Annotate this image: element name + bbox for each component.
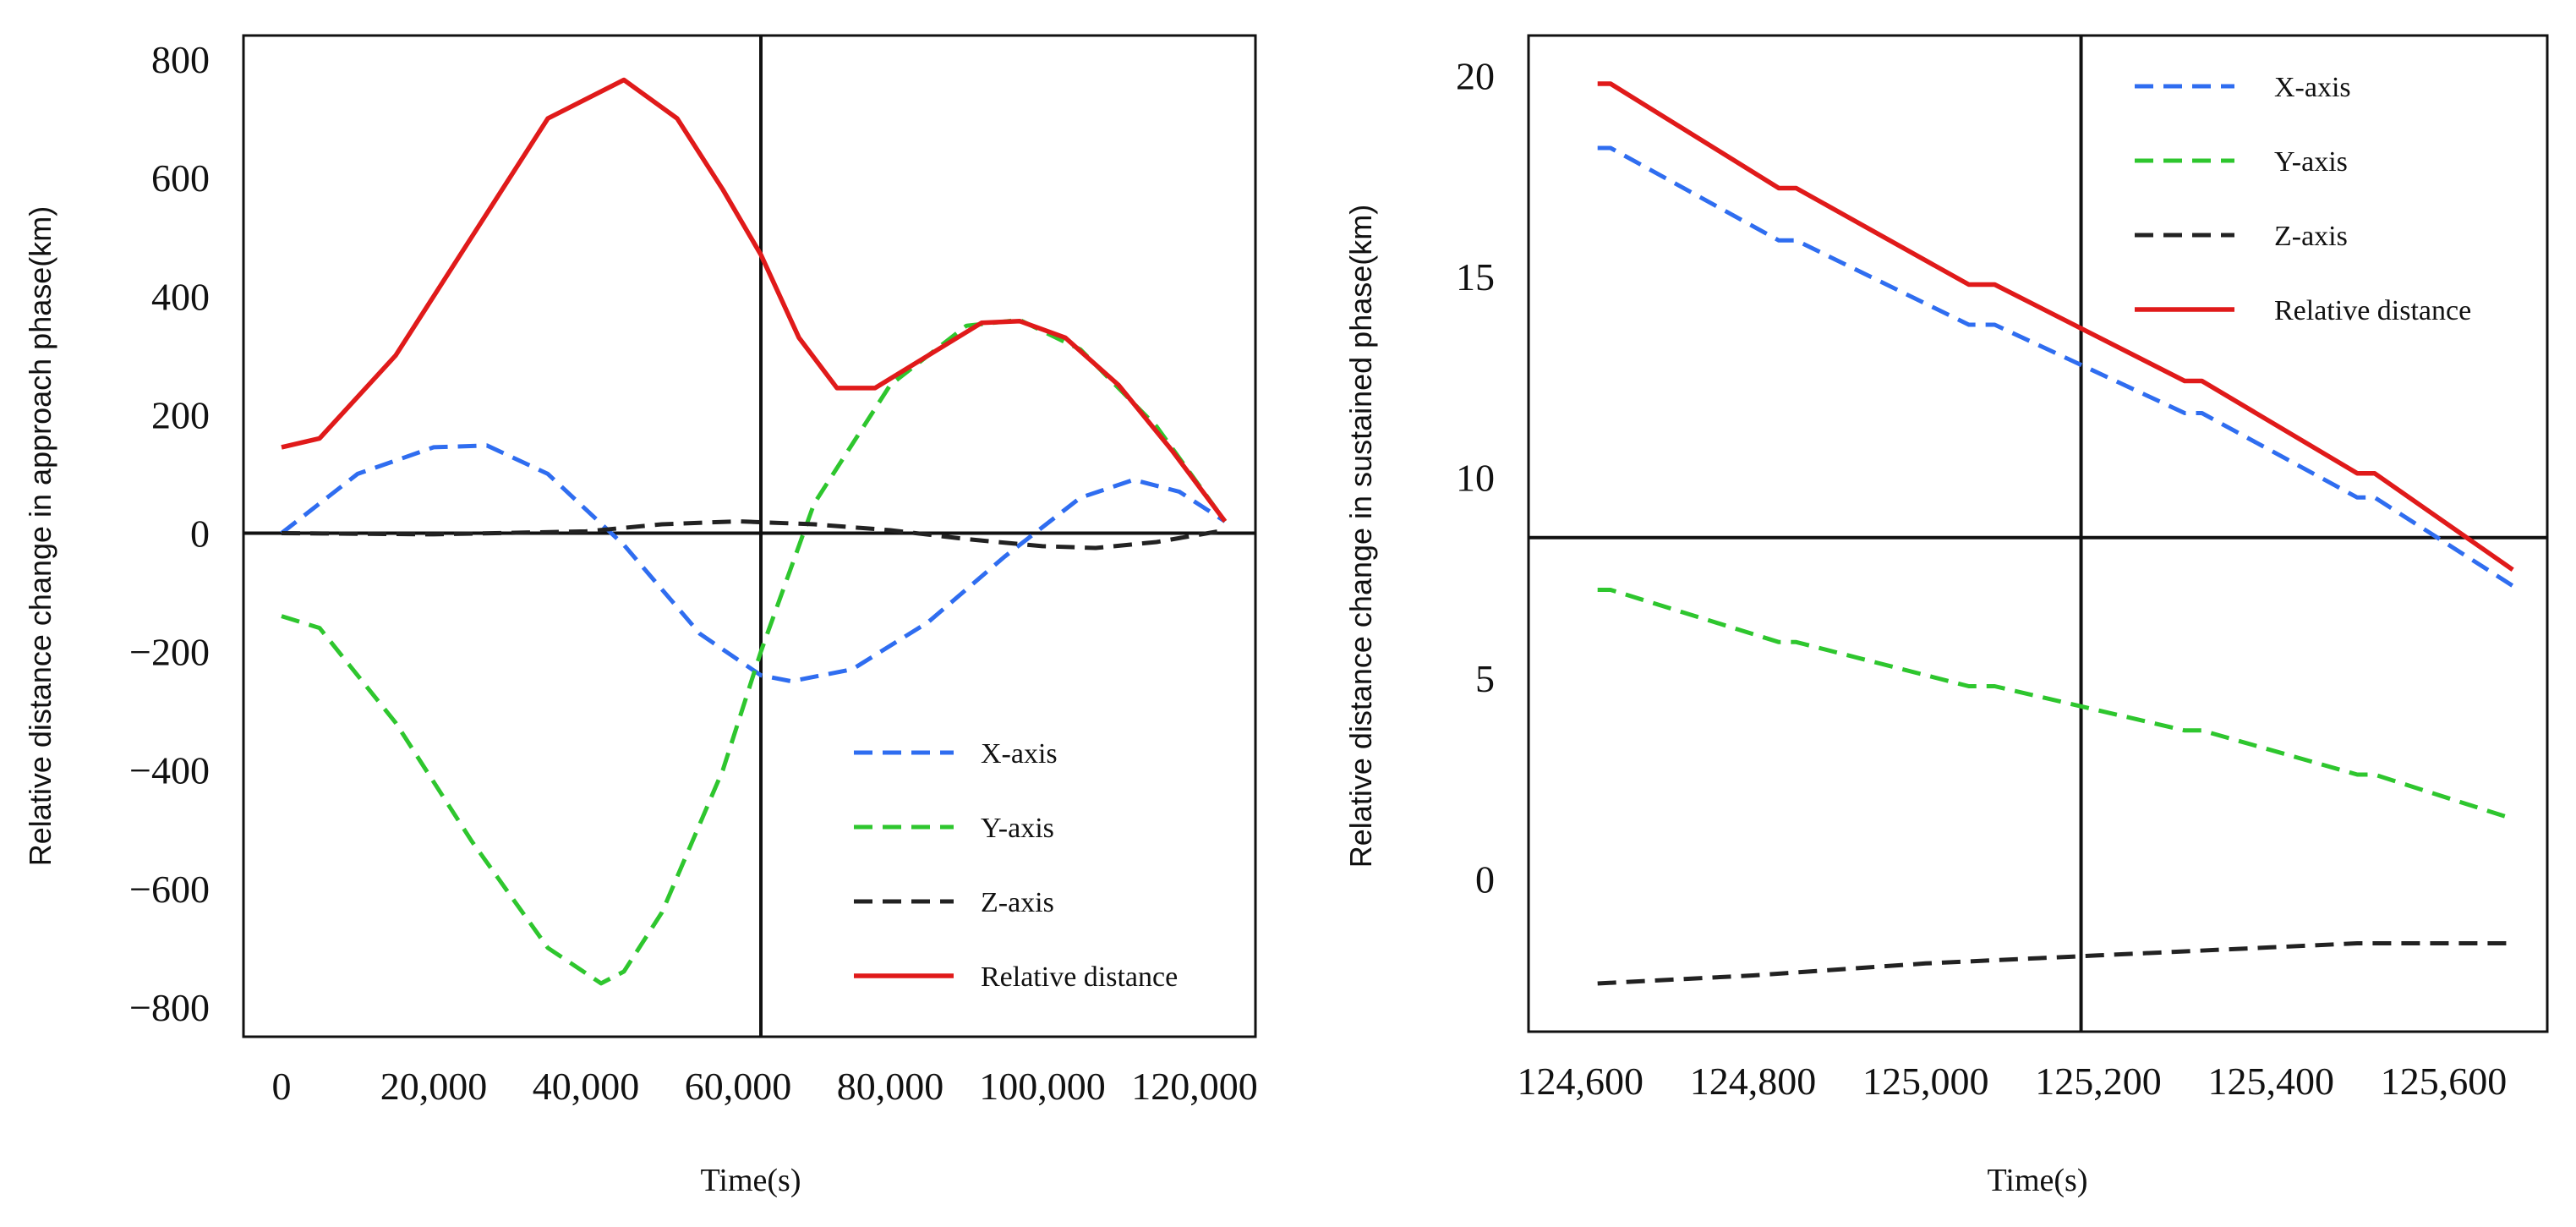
approach-y-tick-label: 200 [151,393,210,436]
approach-legend-label-y-axis: Y-axis [981,813,1054,844]
approach-series [280,77,1228,986]
sustained-x-tick-label: 124,600 [1518,1060,1644,1103]
sustained-series-y-axis [1597,588,2513,821]
sustained-legend-label-relative-distance: Relative distance [2274,295,2471,326]
approach-y-axis-title: Relative distance change in approach pha… [23,206,57,866]
approach-x-tick-label: 100,000 [979,1065,1106,1108]
approach-legend-label-z-axis: Z-axis [981,887,1054,918]
sustained-series-z-axis [1597,941,2513,986]
sustained-phase-chart: 124,600 124,800 125,000 125,200 125,400 125,6… [1343,34,2549,1198]
approach-legend-label-x-axis: X-axis [981,738,1058,770]
sustained-y-axis-title: Relative distance change in sustained ph… [1343,205,1378,868]
sustained-legend-label-y-axis: Y-axis [2274,146,2348,178]
sustained-legend-label-x-axis: X-axis [2274,72,2351,103]
approach-y-tick-label: −800 [129,986,210,1029]
approach-x-tick-label: 20,000 [380,1065,488,1108]
approach-y-tick-label: −600 [129,868,210,911]
approach-x-tick-label: 80,000 [837,1065,944,1108]
sustained-ticks: 124,600 124,800 125,000 125,200 125,400 125,6… [1456,55,2507,1104]
sustained-x-tick-label: 125,200 [2035,1060,2162,1103]
approach-series-y-axis [281,317,1228,986]
approach-y-tick-label: 600 [151,156,210,200]
approach-plot-frame [242,34,1257,1038]
sustained-legend: X-axis Y-axis Z-axis Relative distance [2135,72,2471,326]
sustained-y-tick-label: 20 [1456,55,1495,98]
sustained-series-x-axis [1597,145,2514,588]
approach-legend-label-relative-distance: Relative distance [981,961,1178,993]
approach-ticks: 0 20,000 40,000 60,000 80,000 100,000 120,000 −… [129,38,1258,1108]
sustained-legend-label-z-axis: Z-axis [2274,221,2348,252]
sustained-y-tick-label: 0 [1475,858,1495,901]
approach-series-x-axis [280,443,1227,684]
approach-y-tick-label: −400 [129,749,210,792]
approach-y-tick-label: −200 [129,631,210,674]
sustained-series [1597,81,2514,986]
sustained-y-tick-label: 10 [1456,457,1495,500]
approach-x-tick-label: 60,000 [685,1065,792,1108]
approach-y-tick-label: 400 [151,275,210,318]
approach-x-axis-title: Time(s) [701,1163,801,1198]
approach-y-tick-label: 800 [151,38,210,81]
sustained-plot-frame [1527,34,2549,1033]
sustained-series-relative-distance [1597,81,2514,572]
sustained-x-tick-label: 125,000 [1862,1060,1989,1103]
sustained-x-tick-label: 124,800 [1690,1060,1817,1103]
sustained-x-axis-title: Time(s) [1988,1163,2088,1198]
approach-series-relative-distance [281,77,1228,523]
sustained-y-tick-label: 15 [1456,255,1495,299]
approach-legend: X-axis Y-axis Z-axis Relative distance [854,738,1178,993]
approach-x-tick-label: 40,000 [533,1065,640,1108]
sustained-x-tick-label: 125,400 [2207,1060,2334,1103]
approach-y-tick-label: 0 [190,512,210,555]
approach-phase-chart: 0 20,000 40,000 60,000 80,000 100,000 120,000 −… [23,34,1258,1198]
sustained-y-tick-label: 5 [1475,657,1495,700]
sustained-x-tick-label: 125,600 [2381,1060,2508,1103]
approach-x-tick-label: 120,000 [1131,1065,1258,1108]
approach-x-tick-label: 0 [272,1065,292,1108]
